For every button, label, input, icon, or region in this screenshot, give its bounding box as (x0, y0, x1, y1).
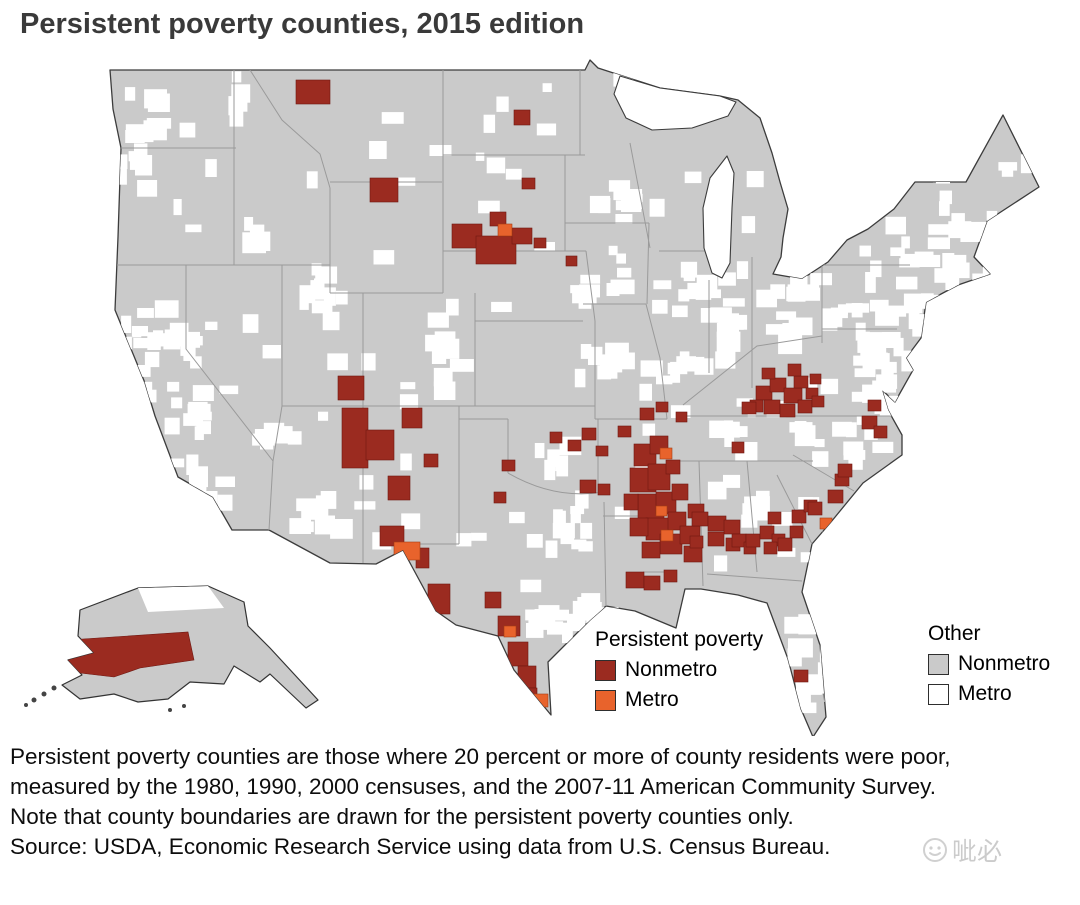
aleutian-islands (24, 685, 186, 712)
swatch-pp-nonmetro (595, 659, 616, 681)
us-map-svg (24, 59, 1040, 736)
lake-michigan (702, 155, 735, 279)
legend-item-other-metro: Metro (928, 682, 1050, 706)
legend-heading-other: Other (928, 622, 981, 645)
legend-item-other-nonmetro: Nonmetro (928, 652, 1050, 676)
legend-persistent-poverty: Persistent poverty Nonmetro Metro (595, 628, 763, 712)
legend-heading-persistent: Persistent poverty (595, 628, 764, 651)
legend-label-pp-metro: Metro (625, 688, 679, 711)
swatch-other-metro (928, 683, 949, 705)
map-region-alaska (24, 585, 319, 712)
great-lakes (613, 75, 737, 279)
footnotes: Persistent poverty counties are those wh… (10, 742, 1040, 862)
page-title: Persistent poverty counties, 2015 editio… (20, 8, 585, 40)
lake-superior (613, 75, 737, 131)
swatch-other-nonmetro (928, 653, 949, 675)
note-source: Source: USDA, Economic Research Service … (10, 834, 831, 859)
swatch-pp-metro (595, 689, 616, 711)
legend-label-pp-nonmetro: Nonmetro (625, 658, 718, 681)
legend-other: Other Nonmetro Metro (928, 622, 1050, 706)
legend-label-other-metro: Metro (958, 682, 1012, 705)
note-boundaries: Note that county boundaries are drawn fo… (10, 804, 794, 829)
us-county-map: Persistent poverty Nonmetro Metro Other … (20, 58, 1060, 736)
note-definition: Persistent poverty counties are those wh… (10, 744, 951, 799)
legend-item-pp-nonmetro: Nonmetro (595, 658, 763, 682)
alaska-metro-patch (138, 586, 224, 612)
persistent-poverty-nonmetro-counties (295, 79, 888, 701)
legend-item-pp-metro: Metro (595, 688, 763, 712)
legend-label-other-nonmetro: Nonmetro (958, 652, 1051, 675)
